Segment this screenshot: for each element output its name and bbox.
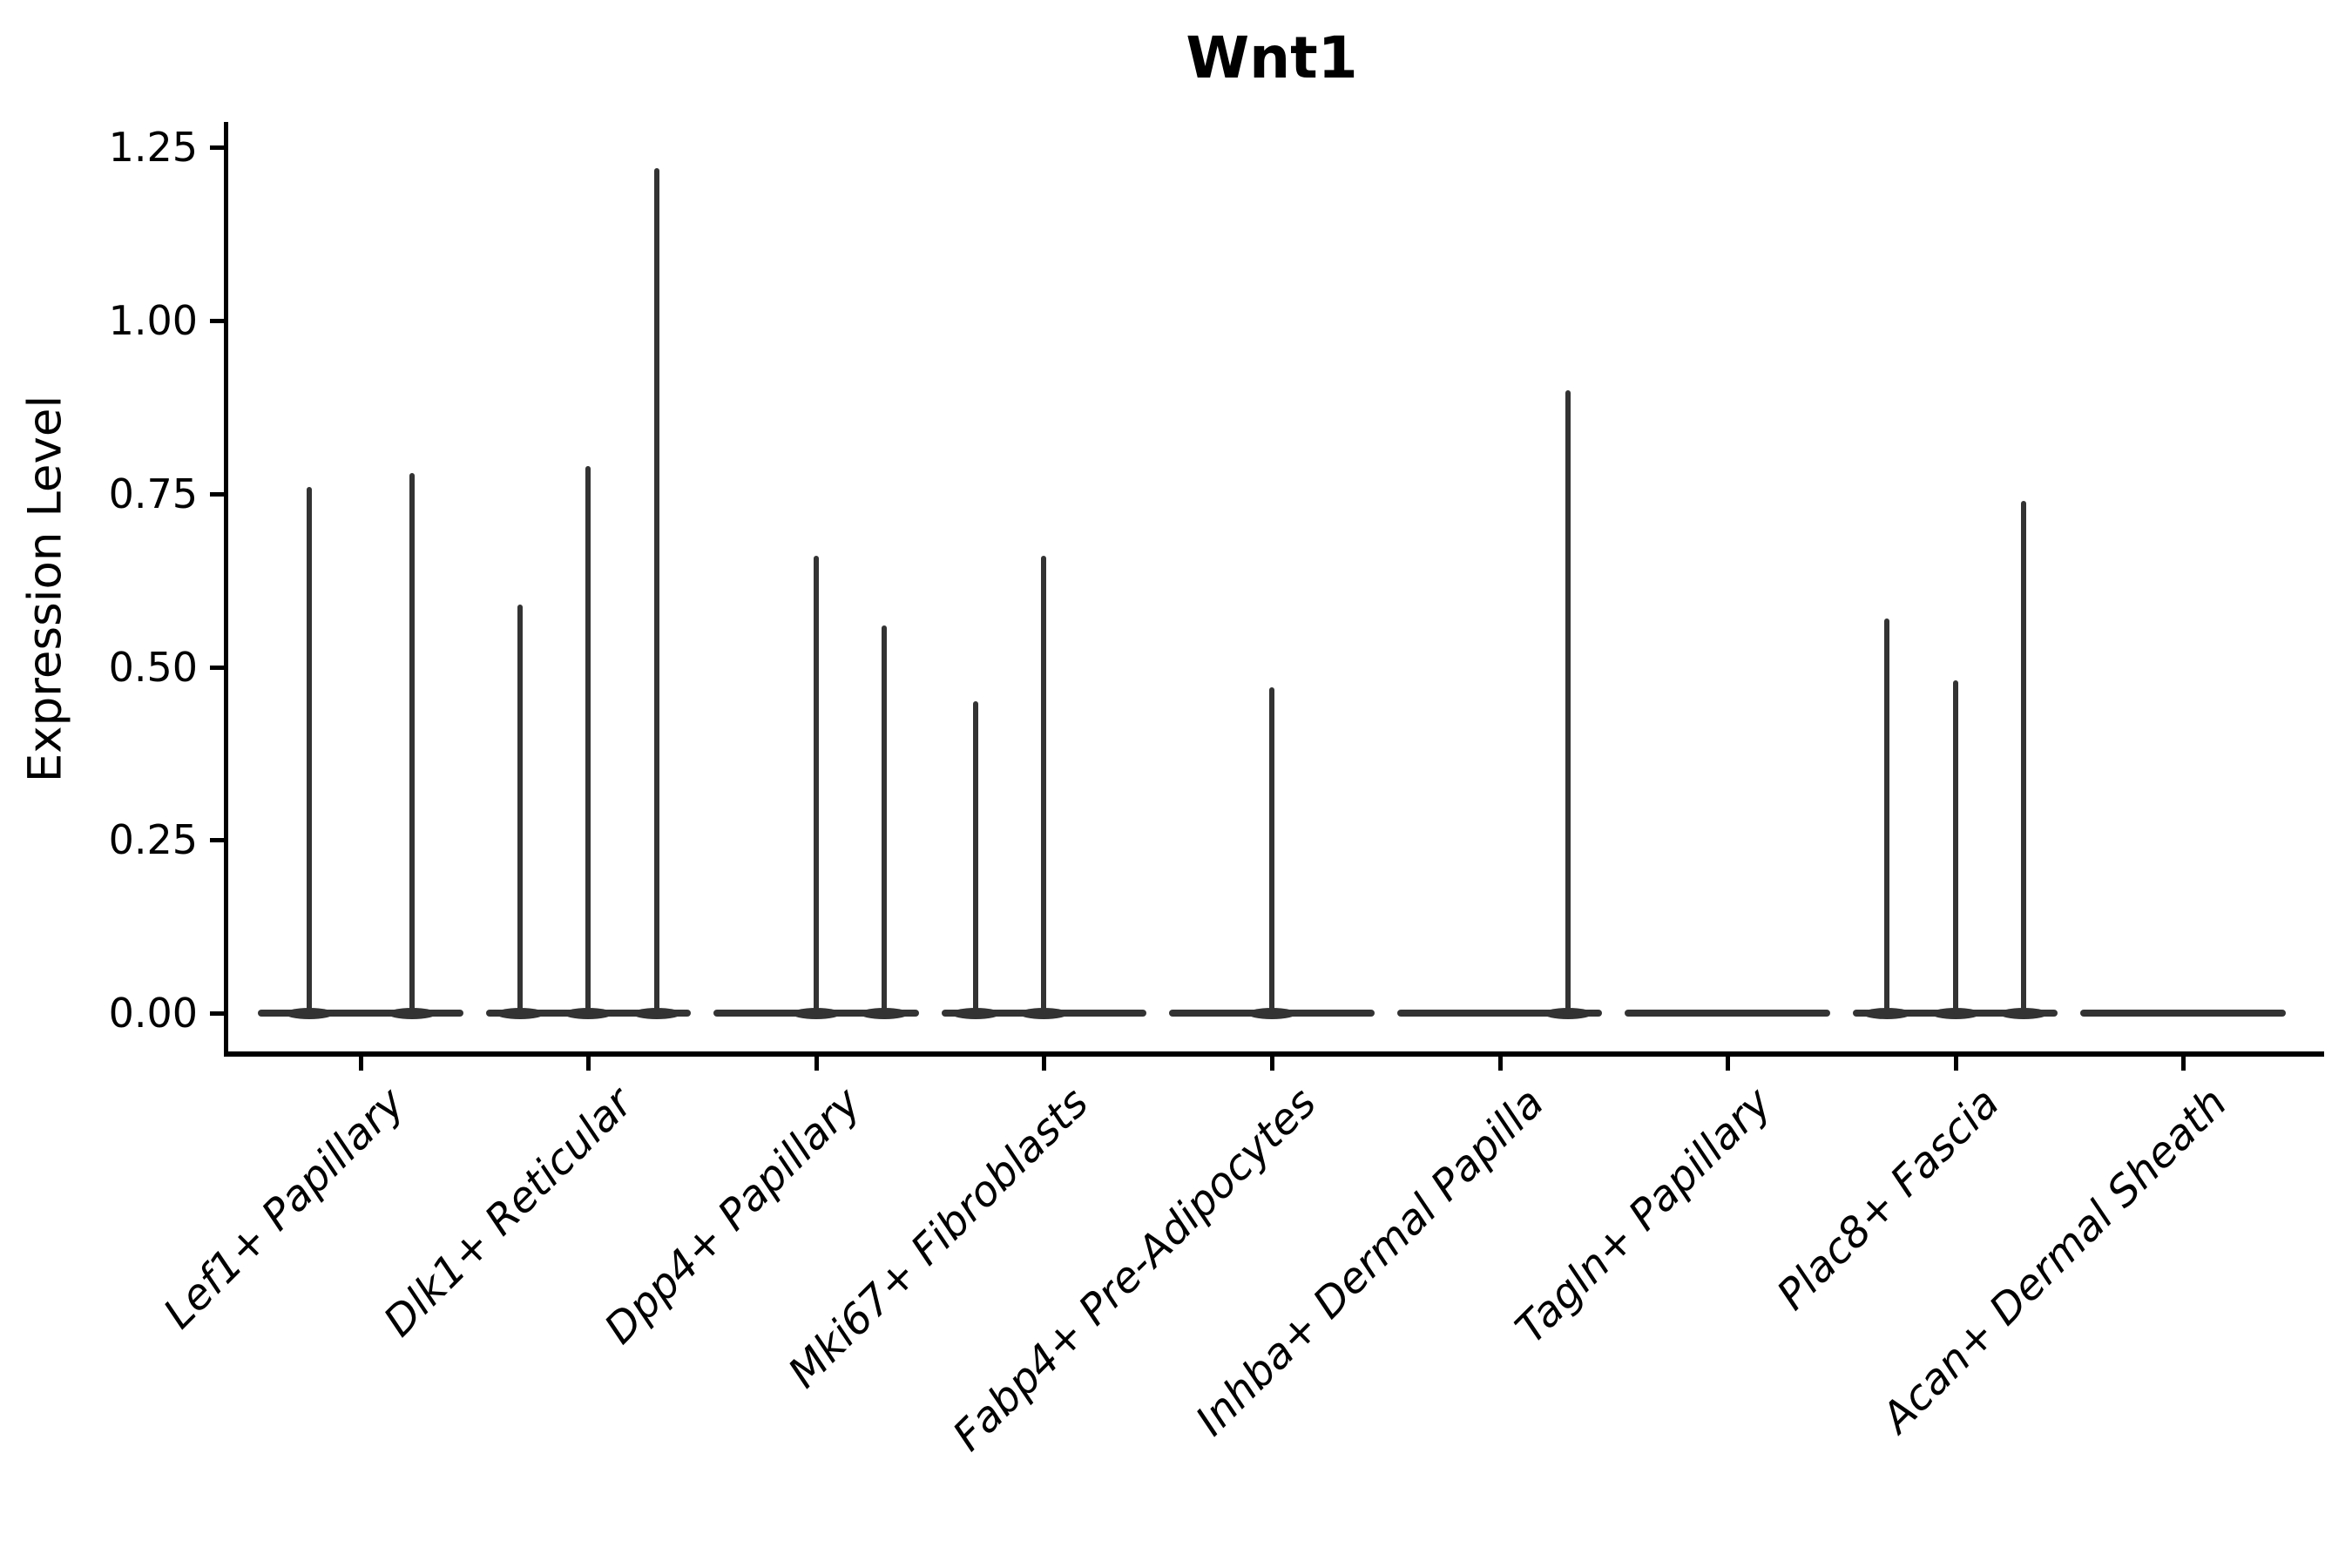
violin-spike	[2021, 500, 2027, 1017]
violin-baseline-band	[1625, 1010, 1830, 1017]
x-tick-mark	[1726, 1057, 1731, 1071]
violin-spike	[307, 486, 313, 1017]
y-tick-mark	[210, 1011, 225, 1016]
x-tick-mark	[1042, 1057, 1047, 1071]
violin-spike	[1884, 618, 1890, 1017]
violin-spike	[409, 472, 415, 1017]
x-tick-mark	[1497, 1057, 1503, 1071]
y-tick-mark	[210, 838, 225, 843]
x-tick-label: Dlk1+ Reticular	[374, 1078, 643, 1347]
violin-baseline-band	[258, 1010, 463, 1017]
violin-spike	[813, 556, 819, 1017]
y-tick-label: 0.50	[108, 643, 198, 691]
y-axis-spine	[224, 122, 228, 1057]
x-tick-mark	[1270, 1057, 1274, 1071]
x-tick-label: Lef1+ Papillary	[154, 1078, 415, 1339]
violin-spike	[585, 465, 591, 1017]
x-tick-mark	[814, 1057, 819, 1071]
x-tick-mark	[358, 1057, 363, 1071]
violin-spike	[1041, 556, 1047, 1017]
y-tick-mark	[210, 491, 225, 497]
x-axis-spine	[224, 1051, 2324, 1057]
violin-spike	[1565, 389, 1571, 1017]
x-tick-mark	[2181, 1057, 2186, 1071]
y-tick-label: 0.25	[108, 816, 198, 864]
violin-spike	[1269, 687, 1274, 1017]
x-tick-mark	[586, 1057, 591, 1071]
violin-spike	[973, 701, 979, 1017]
chart-title: Wnt1	[1186, 24, 1358, 91]
y-tick-mark	[210, 319, 225, 323]
violin-spike	[653, 168, 659, 1017]
violin-spike	[517, 604, 523, 1017]
violin-baseline-band	[2080, 1010, 2286, 1017]
x-tick-label: Tagln+ Papillary	[1506, 1078, 1781, 1354]
violin-spike	[882, 625, 888, 1017]
y-tick-label: 0.75	[108, 470, 198, 517]
y-tick-mark	[210, 665, 225, 670]
y-tick-mark	[210, 145, 225, 151]
y-tick-label: 1.00	[108, 297, 198, 344]
violin-baseline-band	[1396, 1010, 1603, 1017]
x-tick-label: Plac8+ Fascia	[1767, 1078, 2010, 1320]
x-tick-label: Fabp4+ Pre-Adipocytes	[943, 1078, 1326, 1461]
y-tick-label: 0.00	[108, 990, 198, 1037]
y-axis-label: Expression Level	[18, 395, 72, 783]
x-tick-mark	[1953, 1057, 1958, 1071]
y-tick-label: 1.25	[108, 124, 198, 172]
violin-spike	[1952, 680, 1958, 1017]
